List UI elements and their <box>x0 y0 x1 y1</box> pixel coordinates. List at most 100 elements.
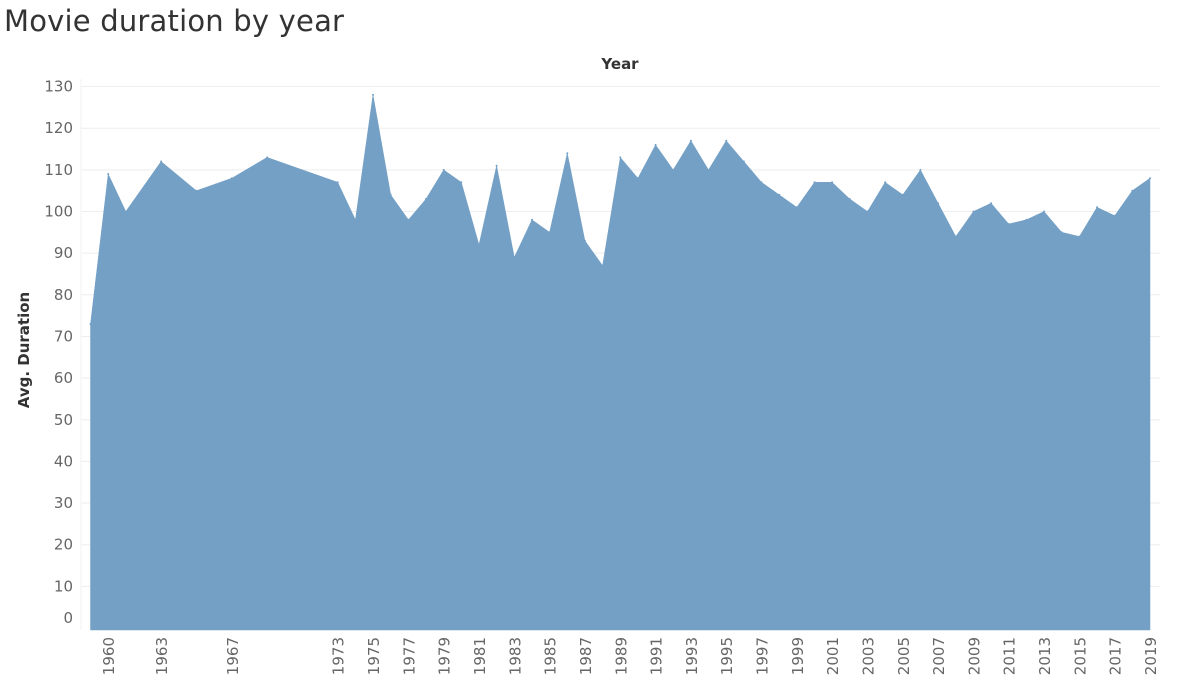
data-point <box>354 218 357 221</box>
data-point <box>566 152 569 155</box>
area-series <box>89 93 1151 631</box>
data-point <box>1043 210 1045 213</box>
data-point <box>336 181 339 184</box>
data-point <box>1078 235 1081 238</box>
data-point <box>89 323 92 325</box>
data-point <box>1007 223 1010 225</box>
data-point <box>619 156 622 159</box>
data-point <box>813 181 816 184</box>
data-point <box>531 218 533 221</box>
x-tick-label: 1997 <box>754 637 772 675</box>
data-point <box>160 160 163 163</box>
data-point <box>460 181 463 184</box>
data-point <box>866 210 869 213</box>
data-point <box>372 93 374 96</box>
data-point <box>1025 218 1028 221</box>
x-tick-label: 1960 <box>100 637 118 675</box>
y-tick-label: 40 <box>54 452 73 470</box>
x-tick-label: 2007 <box>930 637 948 675</box>
data-point <box>266 156 269 159</box>
data-point <box>725 139 728 142</box>
x-tick-label: 2011 <box>1001 637 1019 675</box>
y-tick-label: 30 <box>54 494 73 512</box>
y-tick-label: 90 <box>54 244 73 262</box>
data-point <box>442 168 445 171</box>
y-tick-label: 70 <box>54 327 73 345</box>
data-point <box>601 264 604 267</box>
y-tick-label: 120 <box>44 119 73 137</box>
data-point <box>478 243 480 246</box>
data-point <box>831 181 834 184</box>
y-axis-title: Avg. Duration <box>15 292 33 408</box>
x-tick-label: 1985 <box>542 637 560 675</box>
data-point <box>689 139 692 142</box>
data-point <box>919 168 922 171</box>
x-tick-label: 2017 <box>1107 637 1125 675</box>
data-point <box>672 168 675 171</box>
data-point <box>1060 231 1063 234</box>
data-point <box>742 160 745 163</box>
x-tick-label: 2015 <box>1071 637 1089 675</box>
y-tick-label: 130 <box>44 78 73 96</box>
data-point <box>107 173 110 175</box>
data-point <box>760 181 763 184</box>
x-tick-label: 2005 <box>895 637 913 675</box>
data-point <box>636 177 639 180</box>
data-point <box>707 168 710 171</box>
data-point <box>990 202 993 205</box>
y-tick-label: 60 <box>54 369 73 387</box>
y-tick-label: 100 <box>44 203 73 221</box>
x-axis: 1960 1963 1967 1973 1975 1977 1979 1981 1983 1985… <box>100 637 1160 675</box>
x-tick-label: 1991 <box>648 637 666 675</box>
x-tick-label: 1963 <box>153 637 171 675</box>
data-point <box>407 218 410 221</box>
y-tick-label: 10 <box>54 577 73 595</box>
data-point <box>1096 206 1098 209</box>
x-tick-label: 1983 <box>506 637 524 675</box>
data-point <box>195 189 198 192</box>
data-point <box>848 198 851 200</box>
x-tick-label: 1973 <box>330 637 348 675</box>
area-fill <box>90 94 1151 631</box>
data-point <box>495 164 498 167</box>
x-tick-label: 1981 <box>471 637 489 675</box>
x-tick-label: 1989 <box>612 637 630 675</box>
y-tick-label: 80 <box>54 286 73 304</box>
y-axis: 0 10 20 30 40 50 60 70 80 90 100 110 120 130 <box>44 78 73 627</box>
data-point <box>425 198 427 200</box>
data-point <box>1149 177 1151 180</box>
x-tick-label: 1979 <box>436 637 454 675</box>
y-tick-label: 110 <box>44 161 73 179</box>
data-point <box>124 210 127 213</box>
chart-title: Movie duration by year <box>4 4 345 38</box>
x-tick-label: 1975 <box>365 637 383 675</box>
data-point <box>548 231 551 234</box>
data-point <box>937 202 940 205</box>
data-point <box>972 210 975 213</box>
data-point <box>795 206 798 209</box>
x-tick-label: 1995 <box>718 637 736 675</box>
x-tick-label: 1999 <box>789 637 807 675</box>
x-tick-label: 2009 <box>965 637 983 675</box>
data-point <box>901 193 904 196</box>
x-tick-label: 2001 <box>824 637 842 675</box>
x-axis-title: Year <box>600 55 639 73</box>
x-tick-label: 2013 <box>1036 637 1054 675</box>
x-tick-label: 2003 <box>860 637 878 675</box>
y-tick-label: 50 <box>54 411 73 429</box>
data-point <box>513 256 516 259</box>
x-tick-label: 1967 <box>224 637 242 675</box>
data-point <box>583 239 586 242</box>
x-tick-label: 1987 <box>577 637 595 675</box>
x-tick-label: 2019 <box>1142 637 1160 675</box>
x-tick-label: 1993 <box>683 637 701 675</box>
data-point <box>654 143 657 146</box>
data-point <box>778 193 781 196</box>
x-tick-label: 1977 <box>400 637 418 675</box>
data-point <box>884 181 887 184</box>
data-point <box>1113 214 1116 217</box>
data-point <box>954 235 957 238</box>
data-point <box>389 193 392 196</box>
y-tick-label: 0 <box>63 609 73 627</box>
